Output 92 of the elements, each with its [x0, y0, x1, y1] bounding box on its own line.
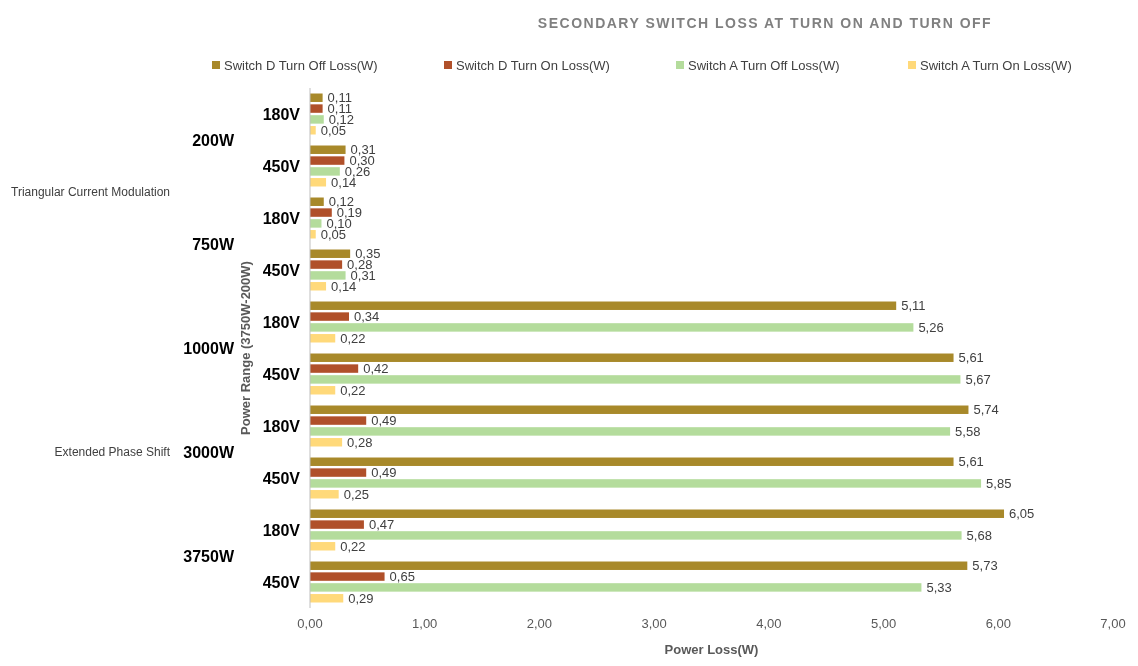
data-label: 0,29 — [348, 590, 374, 606]
data-label: 0,34 — [354, 309, 380, 325]
data-label: 5,74 — [973, 402, 999, 418]
text: Extended Phase Shift — [54, 445, 171, 460]
bar — [310, 145, 346, 154]
y-tick-label: 180V — [262, 209, 301, 227]
bar — [310, 542, 336, 551]
bar — [310, 156, 345, 165]
bar — [310, 93, 323, 102]
legend-label: Switch A Turn On Loss(W) — [920, 58, 1072, 73]
data-label: 6,05 — [1009, 506, 1035, 522]
text: 3000W — [183, 443, 235, 461]
bar — [310, 386, 336, 395]
data-label: 0,42 — [363, 361, 389, 377]
x-tick-label: 4,00 — [756, 616, 782, 631]
bar — [310, 249, 351, 258]
data-label: 5,61 — [958, 350, 984, 366]
x-tick-label: 6,00 — [985, 616, 1011, 631]
bar — [310, 509, 1005, 518]
bar — [310, 115, 324, 124]
x-tick-label: 1,00 — [412, 616, 438, 631]
legend-label: Switch D Turn Off Loss(W) — [224, 58, 378, 73]
data-label: 0,49 — [371, 413, 397, 429]
bar — [310, 572, 385, 581]
data-label: 5,11 — [901, 298, 926, 314]
bar — [310, 208, 332, 217]
bar — [310, 438, 343, 447]
y-tick-label: 450V — [262, 157, 301, 175]
bar — [310, 375, 961, 384]
data-label: 5,67 — [965, 371, 991, 387]
bar — [310, 353, 954, 362]
data-label: 5,85 — [986, 475, 1012, 491]
bar — [310, 490, 339, 499]
x-axis-title: Power Loss(W) — [664, 642, 759, 657]
bar — [310, 416, 367, 425]
bar — [310, 457, 954, 466]
x-tick-label: 7,00 — [1100, 616, 1126, 631]
y-tick-label: 180V — [262, 105, 301, 123]
y-tick-label: 450V — [262, 365, 301, 383]
data-label: 0,22 — [340, 382, 366, 398]
y-tick-label: 180V — [262, 313, 301, 331]
bar — [310, 405, 969, 414]
legend-label: Switch D Turn On Loss(W) — [456, 58, 610, 73]
data-label: 0,22 — [340, 330, 366, 346]
bar — [310, 312, 349, 321]
bar — [310, 301, 897, 310]
data-label: 0,22 — [340, 538, 366, 554]
data-label: 5,68 — [966, 527, 992, 543]
bar — [310, 271, 346, 280]
text: 1000W — [183, 339, 235, 357]
data-label: 0,65 — [389, 569, 415, 585]
data-label: 5,58 — [955, 423, 981, 439]
x-tick-label: 2,00 — [526, 616, 553, 631]
legend-label: Switch A Turn Off Loss(W) — [688, 58, 840, 73]
bar — [310, 104, 323, 113]
x-tick-label: 3,00 — [641, 616, 667, 631]
bar — [310, 167, 340, 176]
bar — [310, 219, 322, 228]
bar — [310, 479, 982, 488]
y-tick-label: 450V — [262, 573, 301, 591]
bar — [310, 427, 951, 436]
data-label: 0,47 — [368, 517, 395, 533]
bar — [310, 561, 968, 570]
y-tick-label: 450V — [262, 261, 301, 279]
bar — [310, 583, 922, 592]
text: Triangular Current Modulation — [11, 185, 170, 200]
text: 200W — [192, 131, 235, 149]
bar — [310, 260, 343, 269]
bar — [310, 468, 367, 477]
bar — [310, 520, 364, 529]
text: 3750W — [183, 547, 235, 565]
text: 750W — [192, 235, 235, 253]
y-tick-label: 180V — [262, 417, 301, 435]
x-tick-label: 5,00 — [870, 616, 897, 631]
data-label: 0,25 — [343, 486, 369, 502]
y-tick-label: 180V — [262, 521, 301, 539]
bar — [310, 531, 962, 540]
bar — [310, 323, 914, 332]
data-label: 5,33 — [926, 579, 952, 595]
data-label: 0,49 — [371, 465, 397, 481]
data-label: 0,28 — [347, 434, 373, 450]
y-tick-label: 450V — [262, 469, 301, 487]
chart-title: SECONDARY SWITCH LOSS AT TURN ON AND TURN OFF — [537, 15, 993, 31]
y-axis-title: Power Range (3750W-200W) — [238, 261, 253, 435]
data-label: 5,73 — [972, 558, 998, 574]
data-label: 5,61 — [958, 454, 984, 470]
bar — [310, 594, 344, 603]
x-tick-label: 0,00 — [297, 616, 323, 631]
bar — [310, 334, 336, 343]
bar — [310, 197, 324, 206]
data-label: 5,26 — [918, 319, 944, 335]
bar — [310, 364, 359, 373]
